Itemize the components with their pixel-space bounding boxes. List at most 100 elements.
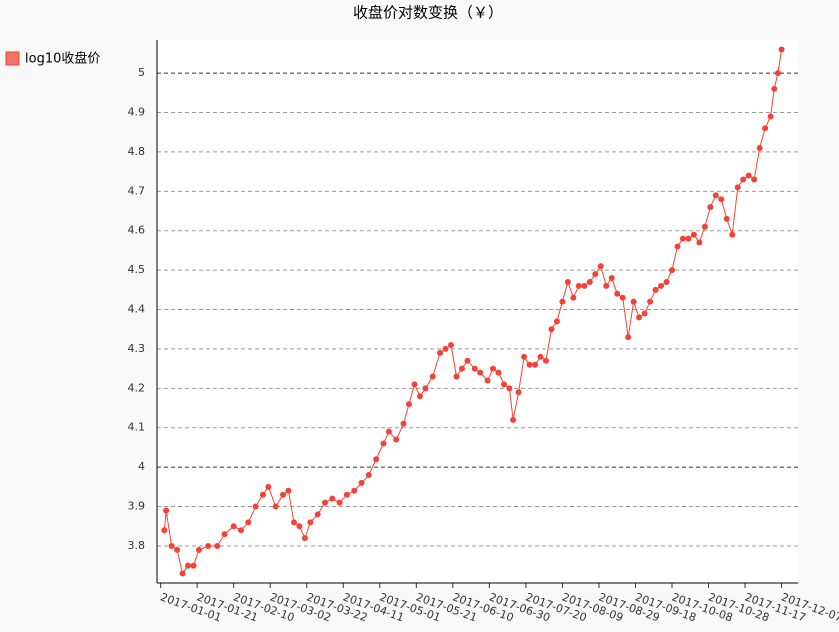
data-point: [641, 310, 648, 317]
data-point: [756, 144, 763, 151]
data-point: [674, 243, 681, 250]
data-point: [515, 389, 522, 396]
legend-swatch: [5, 51, 20, 66]
data-point: [647, 298, 654, 305]
data-point: [448, 341, 455, 348]
data-point: [477, 369, 484, 376]
data-point: [471, 365, 478, 372]
data-point: [190, 562, 197, 569]
data-point: [521, 353, 528, 360]
data-point: [484, 377, 491, 384]
y-tick-label: 4.3: [128, 342, 146, 355]
data-point: [322, 499, 329, 506]
data-point: [559, 298, 566, 305]
data-point: [290, 519, 297, 526]
data-point: [245, 519, 252, 526]
data-point: [411, 381, 418, 388]
data-point: [586, 278, 593, 285]
data-point: [163, 507, 170, 514]
data-point: [343, 491, 350, 498]
data-point: [652, 286, 659, 293]
data-point: [751, 176, 758, 183]
data-point: [619, 294, 626, 301]
data-point: [179, 570, 186, 577]
data-point: [526, 361, 533, 368]
data-point: [542, 357, 549, 364]
series-line: [163, 49, 783, 575]
data-point: [608, 275, 615, 282]
data-point: [597, 263, 604, 270]
data-point: [265, 483, 272, 490]
data-point: [464, 357, 471, 364]
plot-background: [157, 40, 798, 583]
data-point: [296, 523, 303, 530]
data-point: [614, 290, 621, 297]
data-point: [307, 519, 314, 526]
data-point: [230, 523, 237, 530]
data-point: [685, 235, 692, 242]
data-point: [592, 271, 599, 278]
y-tick-label: 4.8: [128, 145, 146, 158]
data-point: [221, 531, 228, 538]
data-point: [663, 278, 670, 285]
data-point: [196, 546, 203, 553]
data-point: [272, 503, 279, 510]
data-point: [416, 393, 423, 400]
data-point: [205, 542, 212, 549]
y-tick-label: 4.1: [128, 421, 146, 434]
data-point: [174, 546, 181, 553]
data-point: [373, 456, 380, 463]
data-point: [285, 487, 292, 494]
data-point: [581, 282, 588, 289]
data-point: [406, 401, 413, 408]
data-point: [495, 369, 502, 376]
data-point: [734, 184, 741, 191]
data-point: [259, 491, 266, 498]
data-point: [774, 70, 781, 77]
data-point: [690, 231, 697, 238]
data-point: [564, 278, 571, 285]
data-point: [314, 511, 321, 518]
y-tick-label: 4.9: [128, 106, 146, 119]
data-point: [429, 373, 436, 380]
data-point: [696, 239, 703, 246]
data-point: [214, 542, 221, 549]
legend-label[interactable]: log10收盘价: [25, 51, 100, 67]
data-point: [771, 85, 778, 92]
data-point: [490, 365, 497, 372]
data-point: [575, 282, 582, 289]
data-point: [548, 326, 555, 333]
data-point: [537, 353, 544, 360]
data-point: [625, 334, 632, 341]
y-tick-label: 4: [138, 460, 145, 473]
data-point: [453, 373, 460, 380]
y-tick-label: 4.6: [128, 224, 146, 237]
y-tick-label: 4.4: [128, 303, 146, 316]
data-point: [553, 318, 560, 325]
data-point: [393, 436, 400, 443]
data-point: [442, 345, 449, 352]
data-point: [570, 294, 577, 301]
data-point: [458, 365, 465, 372]
data-point: [723, 215, 730, 222]
y-tick-label: 3.9: [128, 500, 146, 513]
data-point: [252, 503, 259, 510]
y-tick-label: 4.5: [128, 263, 146, 276]
data-point: [336, 499, 343, 506]
data-point: [365, 472, 372, 479]
data-point: [238, 527, 245, 534]
data-point: [729, 231, 736, 238]
data-point: [712, 192, 719, 199]
data-point: [506, 385, 513, 392]
data-point: [422, 385, 429, 392]
data-point: [778, 46, 785, 53]
data-point: [329, 495, 336, 502]
data-point: [510, 416, 517, 423]
y-tick-label: 4.7: [128, 184, 146, 197]
data-point: [280, 491, 287, 498]
y-tick-label: 3.8: [128, 539, 146, 552]
data-point: [351, 487, 358, 494]
data-point: [385, 428, 392, 435]
data-point: [701, 223, 708, 230]
